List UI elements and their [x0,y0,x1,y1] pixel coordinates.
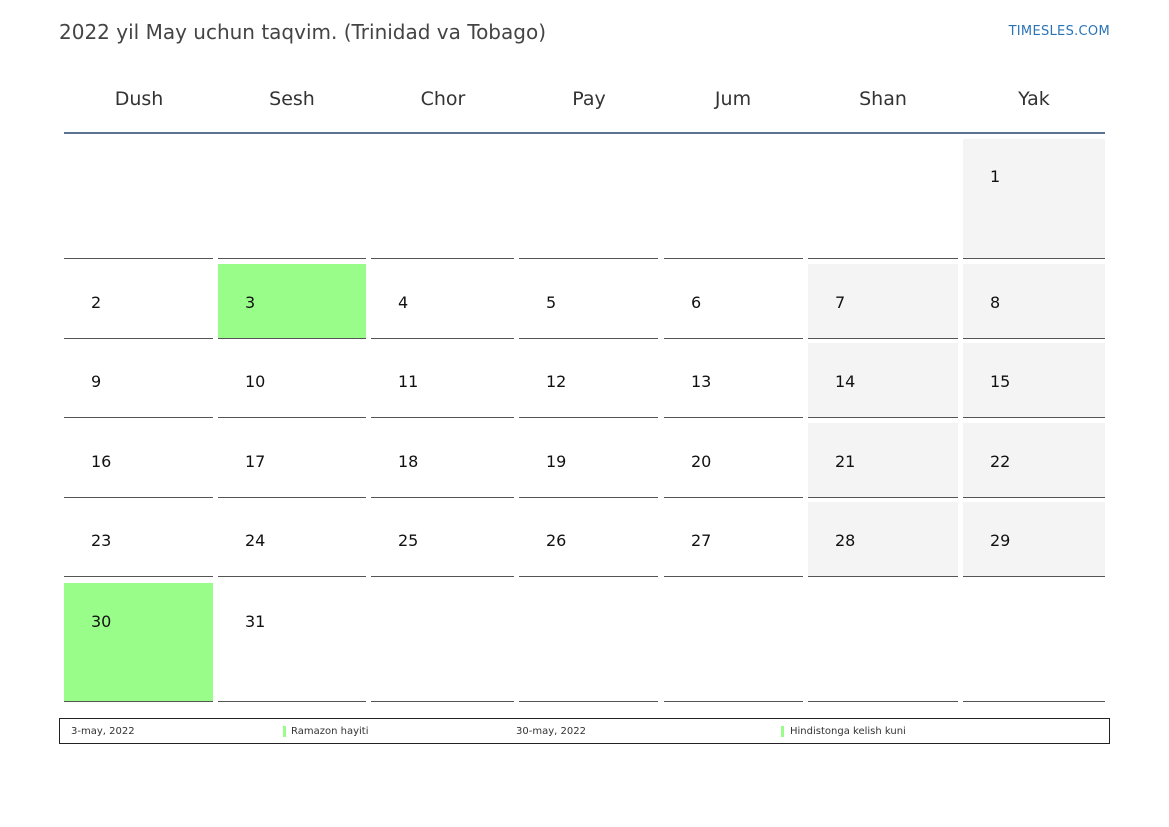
day-cell[interactable]: 25 [371,502,514,577]
day-cell[interactable]: 1 [963,139,1105,259]
day-cell[interactable]: 27 [664,502,803,577]
weekday-label: Jum [714,88,752,110]
weekday-label: Pay [572,88,606,110]
empty-day-cell [371,139,514,259]
day-cell[interactable]: 4 [371,264,514,339]
day-cell[interactable]: 28 [808,502,958,577]
day-cell[interactable]: 20 [664,423,803,498]
legend-color-swatch [283,726,286,737]
day-number: 1 [990,167,1001,186]
legend-holiday-name: Hindistonga kelish kuni [790,726,906,737]
day-number: 16 [91,452,112,471]
day-number: 18 [398,452,419,471]
day-number: 11 [398,372,419,391]
legend-color-swatch [781,726,784,737]
day-number: 2 [91,293,102,312]
day-number: 15 [990,372,1011,391]
day-cell[interactable]: 14 [808,343,958,418]
day-cell[interactable]: 9 [64,343,213,418]
legend-holiday-name: Ramazon hayiti [291,726,369,737]
day-number: 24 [245,531,266,550]
empty-day-cell [64,139,213,259]
day-number: 4 [398,293,409,312]
weekday-label: Dush [114,88,164,110]
empty-day-cell [218,139,366,259]
day-cell[interactable]: 17 [218,423,366,498]
day-number: 6 [691,293,702,312]
day-number: 17 [245,452,266,471]
day-number: 23 [91,531,112,550]
day-number: 29 [990,531,1011,550]
empty-day-cell [519,583,658,702]
day-cell[interactable]: 30 [64,583,213,702]
empty-day-cell [808,139,958,259]
day-cell[interactable]: 22 [963,423,1105,498]
legend-date: 3-may, 2022 [71,726,135,737]
brand-link[interactable]: TIMESLES.COM [1008,24,1110,39]
day-cell[interactable]: 3 [218,264,366,339]
day-cell[interactable]: 11 [371,343,514,418]
day-cell[interactable]: 6 [664,264,803,339]
day-cell[interactable]: 13 [664,343,803,418]
weekday-label: Yak [1018,88,1050,110]
day-cell[interactable]: 7 [808,264,958,339]
day-number: 7 [835,293,846,312]
day-number: 26 [546,531,567,550]
day-cell[interactable]: 5 [519,264,658,339]
day-cell[interactable]: 29 [963,502,1105,577]
holiday-legend: 3-may, 2022 Ramazon hayiti 30-may, 2022 … [59,718,1110,744]
day-cell[interactable]: 10 [218,343,366,418]
page-title: 2022 yil May uchun taqvim. (Trinidad va … [59,20,546,44]
day-number: 8 [990,293,1001,312]
day-number: 30 [91,612,112,631]
weekday-label: Shan [859,88,907,110]
empty-day-cell [519,139,658,259]
day-number: 5 [546,293,557,312]
day-cell[interactable]: 31 [218,583,366,702]
day-number: 13 [691,372,712,391]
day-number: 21 [835,452,856,471]
day-cell[interactable]: 15 [963,343,1105,418]
day-number: 25 [398,531,419,550]
day-cell[interactable]: 16 [64,423,213,498]
day-cell[interactable]: 12 [519,343,658,418]
empty-day-cell [963,583,1105,702]
day-cell[interactable]: 19 [519,423,658,498]
empty-day-cell [371,583,514,702]
day-number: 27 [691,531,712,550]
day-cell[interactable]: 24 [218,502,366,577]
day-cell[interactable]: 8 [963,264,1105,339]
day-cell[interactable]: 23 [64,502,213,577]
day-number: 9 [91,372,102,391]
day-number: 12 [546,372,567,391]
day-cell[interactable]: 21 [808,423,958,498]
day-number: 14 [835,372,856,391]
day-number: 22 [990,452,1011,471]
weekday-header: Dush Sesh Chor Pay Jum Shan Yak [64,84,1105,134]
day-number: 10 [245,372,266,391]
day-cell[interactable]: 26 [519,502,658,577]
day-number: 31 [245,612,266,631]
day-number: 20 [691,452,712,471]
day-number: 28 [835,531,856,550]
weekday-label: Sesh [269,88,315,110]
weekday-label: Chor [420,88,466,110]
empty-day-cell [664,583,803,702]
day-number: 19 [546,452,567,471]
day-number: 3 [245,293,256,312]
day-cell[interactable]: 18 [371,423,514,498]
empty-day-cell [808,583,958,702]
empty-day-cell [664,139,803,259]
legend-date: 30-may, 2022 [516,726,586,737]
day-cell[interactable]: 2 [64,264,213,339]
